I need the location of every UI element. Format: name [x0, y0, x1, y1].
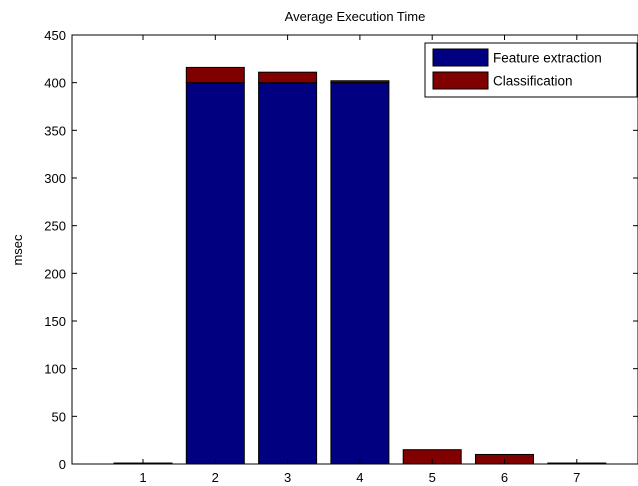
x-tick-label: 6 — [501, 470, 508, 485]
x-tick-label: 2 — [212, 470, 219, 485]
x-tick-label: 7 — [573, 470, 580, 485]
y-tick-label: 350 — [44, 123, 66, 138]
x-tick-label: 1 — [139, 470, 146, 485]
bars-layer — [113, 66, 607, 465]
axis-layer: 0 50 100 150 200 250 300 350 400 450 1 2 3 4 5 6 7 — [44, 28, 638, 485]
legend-swatch — [432, 48, 489, 67]
bar-feature-extraction-4 — [330, 82, 390, 465]
bar-feature-extraction-3 — [258, 82, 318, 465]
plot-frame — [71, 34, 638, 465]
y-axis-label: msec — [10, 234, 25, 266]
y-tick-label: 400 — [44, 76, 66, 91]
x-tick-label: 3 — [284, 470, 291, 485]
x-tick-label: 5 — [429, 470, 436, 485]
bar-feature-extraction-2 — [185, 82, 245, 465]
legend-label: Feature extraction — [493, 51, 602, 66]
bar-classification-4 — [330, 80, 390, 84]
chart-title: Average Execution Time — [285, 9, 426, 24]
y-tick-label: 0 — [59, 457, 66, 472]
y-tick-label: 450 — [44, 28, 66, 43]
legend-label: Classification — [493, 74, 573, 89]
bar-classification-3 — [258, 71, 318, 84]
legend: Feature extraction Classification — [424, 42, 638, 98]
legend-swatch — [432, 71, 489, 90]
y-tick-label: 250 — [44, 219, 66, 234]
bar-classification-2 — [185, 66, 245, 84]
y-tick-label: 300 — [44, 171, 66, 186]
y-tick-label: 50 — [52, 409, 66, 424]
x-tick-label: 4 — [356, 470, 363, 485]
y-tick-label: 150 — [44, 314, 66, 329]
y-tick-label: 200 — [44, 266, 66, 281]
y-tick-label: 100 — [44, 362, 66, 377]
